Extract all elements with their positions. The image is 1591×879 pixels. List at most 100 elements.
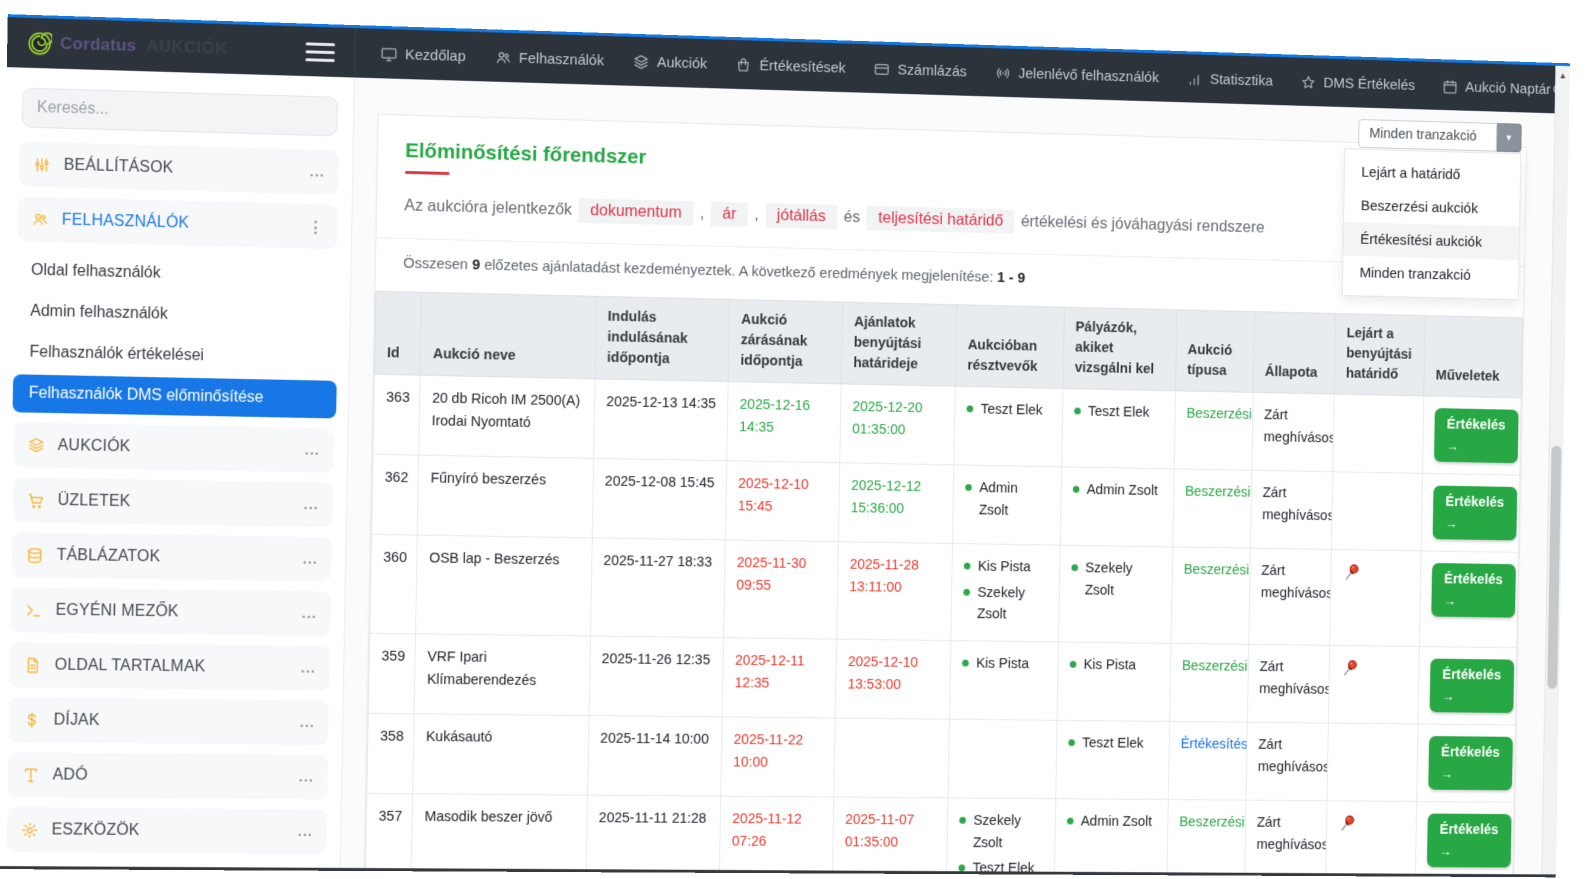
dropdown-option-beszerzesi-aukciok[interactable]: Beszerzési aukciók [1360, 197, 1479, 218]
sidebar-item-tablazatok[interactable]: TÁBLÁZATOK... [11, 532, 332, 582]
more-options-icon[interactable]: ... [303, 496, 320, 514]
sidebar-item-beallitasok[interactable]: BEÁLLÍTÁSOK... [18, 141, 339, 195]
sidebar-subitem-felhasznalok-dms-elominositese[interactable]: Felhasználók DMS előminősítése [12, 374, 337, 419]
more-options-icon[interactable]: ... [301, 605, 318, 623]
sidebar-subitem-oldal-felhasznalok[interactable]: Oldal felhasználók [30, 261, 161, 282]
users-icon [495, 49, 512, 66]
chart-icon [1187, 70, 1203, 87]
cell-auction-name: VRF Ipari Klímaberendezés [414, 634, 591, 716]
nav-item-szamlazas[interactable]: Számlázás [874, 60, 967, 80]
arrow-right-icon: → [1440, 767, 1454, 782]
sidebar-item-uzletek[interactable]: ÜZLETEK... [12, 477, 333, 528]
transaction-filter-select[interactable]: Minden tranzakció ▼ [1358, 118, 1522, 153]
date-part: 2025-12-12 [850, 478, 922, 495]
sidebar-item-ado[interactable]: ADÓ... [7, 752, 329, 800]
cell-applicants: Szekely Zsolt [1058, 545, 1173, 644]
evaluate-button[interactable]: Értékelés → [1428, 736, 1514, 791]
dropdown-option-lejart-a-hatarido[interactable]: Lejárt a határidő [1361, 164, 1461, 184]
more-options-icon[interactable]: ... [300, 659, 317, 677]
arrow-right-icon: → [1443, 593, 1457, 609]
nav-item-statisztika[interactable]: Statisztika [1187, 70, 1273, 89]
chevron-down-icon[interactable]: ▼ [1496, 123, 1522, 153]
auction-type-label: Beszerzési [1186, 406, 1253, 423]
dropdown-option-minden-tranzakcio[interactable]: Minden tranzakció [1359, 264, 1471, 284]
participant-name: Teszt Elek [980, 401, 1043, 419]
column-header-muveletek: Műveletek [1424, 315, 1523, 398]
title-underline [404, 170, 450, 176]
nav-item-aukcio-naptar[interactable]: Aukció Naptár [1442, 78, 1551, 97]
cell-auction-type: Beszerzési [1173, 390, 1253, 471]
participant-entry: Szekely Zsolt [963, 582, 1048, 627]
cell-id: 363 [373, 374, 421, 456]
more-options-icon[interactable]: ... [298, 768, 315, 786]
cell-actions: Értékelés → [1422, 395, 1522, 476]
subtitle-keyword-chip: teljesítési határidő [866, 205, 1015, 234]
sidebar-subitem-felhasznalok-ertekelesei[interactable]: Felhasználók értékelései [29, 343, 205, 365]
nav-item-felhasznalok[interactable]: Felhasználók [495, 49, 604, 69]
text-icon [22, 766, 40, 784]
green-dot-icon [961, 660, 969, 667]
nav-item-label: Értékesítések [759, 56, 846, 77]
sidebar-item-felhasznalok[interactable]: FELHASZNÁLÓK ⋮ [17, 196, 338, 250]
nav-item-dms-ertekeles[interactable]: DMS Értékelés [1300, 74, 1415, 93]
more-options-icon[interactable]: ... [304, 441, 321, 459]
sidebar-item-eszkozok[interactable]: ESZKÖZÖK... [6, 807, 328, 854]
evaluate-button[interactable]: Értékelés → [1431, 563, 1517, 618]
brand-logo[interactable]: Cordatus AUKCIÓK [27, 30, 228, 61]
cordatus-swirl-icon [27, 30, 53, 56]
search-input[interactable] [21, 87, 338, 137]
cell-participants: Kis Pista Szekely Zsolt [950, 543, 1060, 643]
sidebar-item-egyeni-mezok[interactable]: EGYÉNI MEZŐK... [10, 587, 331, 637]
participant-entry: Kis Pista [963, 556, 1049, 579]
summary-text: előzetes ajánlatadást kezdeményeztek. A … [479, 256, 998, 286]
date-part: 2025-12-20 [852, 399, 923, 417]
time-part: 01:35:00 [844, 834, 899, 851]
green-dot-icon [963, 562, 971, 570]
card-icon [874, 60, 890, 77]
more-options-icon[interactable]: ... [297, 823, 314, 841]
topbar-brand-area: Cordatus AUKCIÓK [6, 17, 356, 78]
brand-ghost-label: AUKCIÓK [146, 36, 229, 58]
scrollbar-thumb[interactable] [1547, 445, 1562, 689]
sidebar-item-dijak[interactable]: DÍJAK... [8, 697, 330, 746]
time-part: 09:55 [736, 577, 772, 594]
evaluate-button[interactable]: Értékelés → [1429, 659, 1515, 714]
nav-item-jelenlevo-felhasznalok[interactable]: Jelenlévő felhasználók [995, 64, 1159, 86]
more-options-icon[interactable]: ... [302, 550, 319, 568]
nav-item-ertekesitesek[interactable]: Értékesítések [736, 56, 846, 76]
sidebar-item-label: TÁBLÁZATOK [56, 546, 161, 565]
more-options-icon[interactable]: ⋮ [308, 218, 325, 236]
cell-start-time: 2025-11-26 12:35 [588, 636, 724, 718]
cell-participants: Admin Zsolt [952, 464, 1062, 546]
nav-item-kezdolap[interactable]: Kezdőlap [381, 45, 466, 65]
sidebar-item-oldal-tartalmak[interactable]: OLDAL TARTALMAK... [9, 642, 331, 691]
dollar-icon [23, 711, 41, 729]
page-subtitle: Az aukcióra jelentkezők dokumentum, ár, jót… [404, 194, 1499, 247]
cell-auction-type: Értékesítési [1168, 721, 1248, 801]
table-row: 360 OSB lap - Beszerzés 2025-11-27 18:33 20… [369, 534, 1519, 649]
cell-status: Zárt meghívásos [1247, 644, 1330, 724]
cell-bid-deadline: 2025-11-28 13:11:00 [836, 541, 953, 642]
sidebar-subitem-admin-felhasznalok[interactable]: Admin felhasználók [30, 302, 168, 323]
more-options-icon[interactable]: ... [299, 714, 316, 732]
arrow-right-icon: → [1441, 689, 1455, 705]
more-options-icon[interactable]: ... [309, 163, 326, 181]
transaction-filter-value[interactable]: Minden tranzakció [1358, 118, 1498, 152]
participant-name: Teszt Elek [1081, 735, 1144, 753]
cell-applicants: Teszt Elek [1055, 720, 1170, 800]
evaluate-button[interactable]: Értékelés → [1432, 485, 1518, 541]
evaluate-button[interactable]: Értékelés → [1434, 408, 1519, 464]
evaluate-button[interactable]: Értékelés → [1427, 813, 1512, 868]
dropdown-option-ertekesitesi-aukciok[interactable]: Értékesítési aukciók [1343, 222, 1520, 261]
green-dot-icon [958, 864, 966, 872]
scrollbar-up-arrow-icon[interactable]: ▲ [1558, 70, 1568, 81]
sidebar-item-aukciok[interactable]: AUKCIÓK... [13, 422, 334, 473]
hamburger-menu-icon[interactable] [305, 41, 336, 62]
nav-item-aukciok[interactable]: Aukciók [633, 53, 707, 72]
cell-id: 362 [371, 454, 419, 536]
column-header-ajanlatok-benyujtasi-hatarideje: Ajánlatok benyújtási határideje [841, 302, 957, 387]
column-header-aukcio-neve: Aukció neve [420, 292, 597, 379]
cell-id: 360 [369, 534, 418, 635]
pushpin-icon [1340, 667, 1360, 683]
subtitle-text: , [754, 205, 760, 224]
